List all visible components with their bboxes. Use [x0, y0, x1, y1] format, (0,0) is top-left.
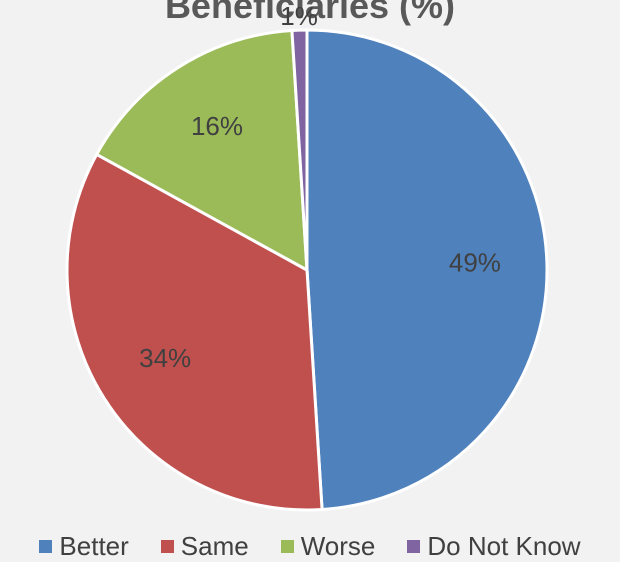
legend: Better Same Worse Do Not Know — [0, 530, 620, 562]
legend-item-worse: Worse — [280, 530, 376, 562]
legend-label: Better — [59, 530, 129, 561]
legend-swatch — [39, 539, 53, 553]
legend-item-better: Better — [39, 530, 129, 562]
legend-item-do-not-know: Do Not Know — [407, 530, 581, 562]
legend-swatch — [407, 539, 421, 553]
legend-swatch — [280, 539, 294, 553]
data-label-do-not-know: 1% — [280, 1, 318, 31]
pie-chart: 49% 34% 16% 1% — [65, 1, 549, 512]
pie-slice-worse — [94, 28, 309, 273]
pie-slice-do-not-know — [290, 28, 309, 271]
data-label-same: 34% — [139, 343, 191, 373]
chart-title: Beneficiaries (%) — [164, 0, 456, 26]
data-label-worse: 16% — [191, 111, 243, 141]
legend-label: Same — [180, 530, 249, 561]
legend-label: Do Not Know — [427, 530, 581, 561]
legend-item-same: Same — [160, 530, 249, 562]
legend-label: Worse — [300, 530, 376, 561]
legend-swatch — [160, 539, 174, 553]
pie-slice-better — [305, 28, 549, 512]
data-label-better: 49% — [449, 248, 501, 278]
